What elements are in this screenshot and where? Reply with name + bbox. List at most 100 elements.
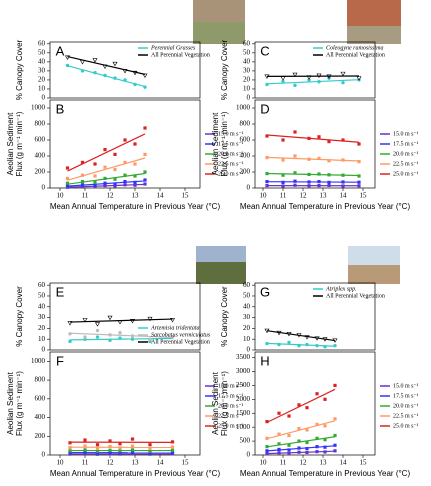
point — [142, 73, 148, 79]
point — [297, 446, 301, 450]
y-axis-label: % Canopy Cover — [220, 39, 229, 100]
y-tick-label: 0 — [42, 346, 46, 354]
y-tick-label: 1000 — [31, 104, 46, 112]
legend-label: 15.0 m s⁻¹ — [393, 131, 419, 137]
point — [95, 335, 100, 339]
y-tick-label: 20 — [38, 324, 46, 332]
point — [341, 80, 345, 85]
point — [293, 130, 297, 134]
point — [265, 449, 269, 453]
y-tick-label: 800 — [240, 120, 251, 128]
point — [341, 180, 345, 184]
point — [327, 159, 331, 163]
point — [107, 315, 113, 321]
point — [133, 142, 137, 146]
y-tick-label: 20 — [243, 324, 251, 332]
x-tick-label: 13 — [132, 192, 140, 200]
y-axis-label: Flux (g m⁻¹ min⁻¹) — [15, 371, 24, 436]
point — [287, 433, 291, 438]
point — [65, 185, 70, 189]
y-tick-label: 1000 — [31, 357, 46, 365]
point — [95, 451, 100, 455]
point — [130, 437, 135, 441]
y-tick-label: 10 — [243, 335, 251, 343]
photo-ground — [193, 22, 245, 44]
point — [108, 338, 112, 342]
y-tick-label: 400 — [35, 413, 46, 421]
point — [327, 173, 331, 177]
legend-label: All Perennial Vegetation — [151, 339, 210, 345]
legend-label: 15.0 m s⁻¹ — [393, 383, 419, 389]
point — [287, 443, 291, 447]
y-tick-label: 200 — [35, 432, 46, 440]
x-tick-label: 14 — [340, 459, 348, 467]
y-tick-label: 40 — [243, 57, 251, 65]
trend-line — [67, 133, 146, 172]
point — [307, 172, 311, 176]
y-tick-label: 600 — [35, 136, 46, 144]
y-tick-label: 10 — [243, 85, 251, 93]
x-tick-label: 10 — [57, 459, 65, 467]
point — [280, 76, 286, 81]
photo-ground — [196, 262, 246, 284]
y-tick-label: 2000 — [236, 395, 251, 403]
point — [296, 333, 302, 338]
point — [292, 72, 298, 78]
y-tick-label: 0 — [247, 94, 251, 102]
point — [307, 157, 311, 161]
point — [133, 174, 137, 178]
y-axis-label: Aeolian Sediment — [211, 371, 220, 434]
point — [326, 74, 332, 79]
x-tick-label: 15 — [360, 192, 368, 200]
point — [103, 176, 107, 180]
legend-label: 22.5 m s⁻¹ — [218, 161, 244, 167]
point — [108, 439, 112, 443]
y-tick-label: 1000 — [236, 104, 251, 112]
point — [277, 432, 281, 436]
point — [108, 450, 112, 454]
point — [65, 176, 70, 180]
point — [82, 317, 88, 323]
x-axis-label: Mean Annual Temperature in Previous Year… — [240, 202, 411, 211]
legend-label: Atriplex spp. — [325, 286, 357, 292]
point — [123, 180, 127, 184]
point — [130, 444, 135, 448]
point — [108, 333, 112, 337]
y-tick-label: 60 — [38, 39, 46, 47]
trend-line — [69, 332, 173, 339]
point — [293, 154, 297, 158]
point — [281, 158, 285, 162]
x-tick-label: 14 — [340, 192, 348, 200]
x-tick-label: 14 — [157, 192, 165, 200]
point — [305, 440, 309, 445]
point — [306, 75, 312, 80]
x-tick-label: 12 — [300, 192, 308, 200]
point — [80, 173, 85, 177]
point — [314, 336, 320, 341]
point — [118, 449, 122, 453]
y-tick-label: 500 — [240, 437, 251, 445]
point — [297, 450, 301, 454]
legend-label: All Perennial Vegetation — [326, 52, 385, 58]
x-tick-label: 15 — [182, 192, 190, 200]
point — [113, 184, 117, 188]
panel-letter: E — [56, 284, 65, 299]
y-tick-label: 30 — [243, 313, 251, 321]
legend-label: 20.0 m s⁻¹ — [218, 403, 244, 409]
point — [113, 76, 117, 80]
point — [64, 55, 71, 60]
legend-label: 22.5 m s⁻¹ — [218, 413, 244, 419]
point — [148, 337, 152, 341]
y-axis-label: % Canopy Cover — [15, 286, 24, 347]
point — [265, 452, 269, 456]
point — [277, 342, 281, 347]
trend-line — [266, 172, 360, 177]
y-tick-label: 50 — [243, 292, 251, 300]
legend-label: 17.5 m s⁻¹ — [218, 393, 244, 399]
point — [341, 184, 345, 188]
panel-letter: C — [260, 43, 269, 58]
point — [83, 448, 87, 452]
point — [143, 182, 147, 186]
point — [287, 451, 291, 455]
y-tick-label: 400 — [240, 152, 251, 160]
